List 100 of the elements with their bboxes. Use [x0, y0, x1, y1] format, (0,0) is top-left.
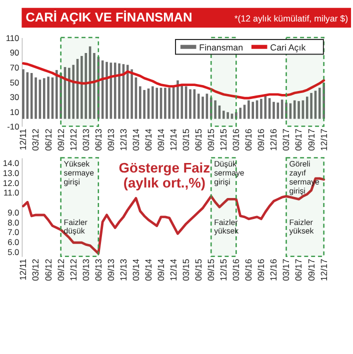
bar	[180, 84, 184, 119]
x-tick-label: 06/15	[194, 258, 204, 282]
x-tick-label: 06/12	[43, 258, 54, 282]
series-label: Gösterge Faiz (aylık ort.,%)	[118, 160, 210, 190]
y-tick-label: 110	[6, 32, 20, 43]
bar	[322, 82, 325, 119]
line-series	[22, 62, 326, 100]
x-tick-label: 06/13	[93, 128, 104, 151]
bar	[222, 110, 225, 119]
x-tick-label: 09/14	[156, 128, 166, 151]
bar	[248, 100, 250, 119]
y-tick-label: 8.0	[8, 217, 20, 228]
y-tick-label: 90	[10, 48, 20, 58]
y-tick-label: 13.0	[2, 168, 20, 178]
chart-subtitle: *(12 aylık kümülatif, milyar $)	[234, 14, 348, 24]
y-tick-label: 6.0	[8, 237, 20, 248]
bar	[310, 92, 312, 119]
x-tick-label: 03/12	[30, 128, 41, 151]
bar	[285, 102, 288, 119]
x-tick-label: 09/13	[106, 258, 116, 282]
annotation: Yüksek sermaye girişi	[64, 160, 95, 186]
x-tick-label: 03/13	[80, 258, 91, 282]
x-tick-label: 06/15	[194, 128, 204, 151]
bar	[293, 100, 296, 119]
bar	[168, 88, 171, 119]
y-tick-label: 50	[10, 77, 20, 88]
legend-label: Cari Açık	[270, 42, 306, 52]
bar	[118, 63, 120, 119]
x-tick-label: 09/14	[156, 258, 166, 282]
y-tick-label: 70	[10, 62, 20, 73]
bar	[189, 89, 192, 119]
x-tick-label: 03/15	[181, 258, 192, 282]
x-tick-label: 12/17	[318, 258, 329, 282]
x-tick-label: 06/17	[294, 258, 304, 282]
x-tick-label: 03/17	[281, 128, 292, 151]
bar	[56, 70, 58, 119]
y-tick-label: -10	[7, 122, 20, 132]
bar	[306, 96, 308, 119]
x-tick-label: 06/12	[43, 128, 54, 151]
x-tick-label: 03/15	[181, 128, 192, 151]
bar	[34, 77, 37, 119]
x-tick-label: 03/13	[80, 128, 91, 151]
x-tick-label: 09/16	[256, 258, 266, 282]
bar	[202, 96, 204, 119]
x-tick-label: 12/16	[268, 128, 279, 151]
line-series	[22, 177, 326, 255]
bar	[93, 53, 96, 119]
x-tick-label: 12/15	[218, 258, 229, 282]
x-tick-label: 12/13	[118, 128, 128, 151]
chart-title: CARİ AÇIK VE FİNANSMAN	[26, 10, 192, 25]
bar	[68, 68, 70, 119]
x-tick-label: 12/13	[118, 258, 128, 282]
bar	[143, 90, 146, 119]
bar	[230, 114, 234, 119]
bar	[272, 102, 275, 119]
y-tick-label: 5.0	[8, 246, 20, 257]
x-tick-label: 03/14	[130, 258, 141, 282]
x-tick-label: 12/12	[68, 128, 78, 151]
x-tick-label: 03/17	[281, 258, 292, 282]
x-tick-label: 12/12	[68, 258, 78, 282]
bar	[152, 86, 154, 119]
x-tick-label: 12/15	[218, 128, 229, 151]
y-tick-label: 7.0	[8, 227, 20, 238]
x-tick-label: 12/11	[18, 128, 28, 150]
bar	[80, 56, 83, 119]
bar	[260, 98, 262, 119]
bar	[84, 53, 88, 119]
x-tick-label: 12/16	[268, 258, 279, 282]
y-tick-label: 9.0	[8, 207, 20, 218]
x-tick-label: 09/12	[56, 128, 66, 151]
x-tick-label: 09/17	[306, 258, 316, 282]
bar	[214, 100, 216, 119]
y-tick-label: 14.0	[2, 158, 20, 168]
x-tick-label: 12/14	[168, 128, 178, 151]
x-tick-label: 06/16	[244, 128, 254, 151]
bar	[139, 86, 142, 119]
bar	[30, 72, 33, 119]
bar	[60, 72, 62, 119]
annotation: Faizler yüksek	[289, 218, 314, 236]
x-tick-label: 06/16	[244, 258, 254, 282]
bar	[298, 101, 300, 119]
bar	[106, 62, 108, 119]
legend-label: Finansman	[199, 42, 244, 52]
x-tick-label: 09/15	[206, 128, 216, 151]
bar	[226, 112, 229, 119]
bar	[176, 80, 179, 119]
x-tick-label: 12/11	[18, 258, 28, 280]
bar	[42, 78, 46, 119]
x-tick-label: 03/14	[130, 128, 141, 151]
y-tick-label: 10	[10, 106, 20, 117]
bar	[264, 96, 267, 119]
bar	[47, 76, 50, 119]
x-tick-label: 03/16	[231, 128, 242, 151]
bar	[252, 102, 254, 119]
x-tick-label: 09/16	[256, 128, 266, 151]
annotation: Düşük sermaye girişi	[214, 160, 245, 186]
y-tick-label: 12.0	[2, 178, 20, 188]
bar	[156, 88, 158, 119]
x-tick-label: 09/15	[206, 258, 216, 282]
x-tick-label: 03/12	[30, 258, 41, 282]
